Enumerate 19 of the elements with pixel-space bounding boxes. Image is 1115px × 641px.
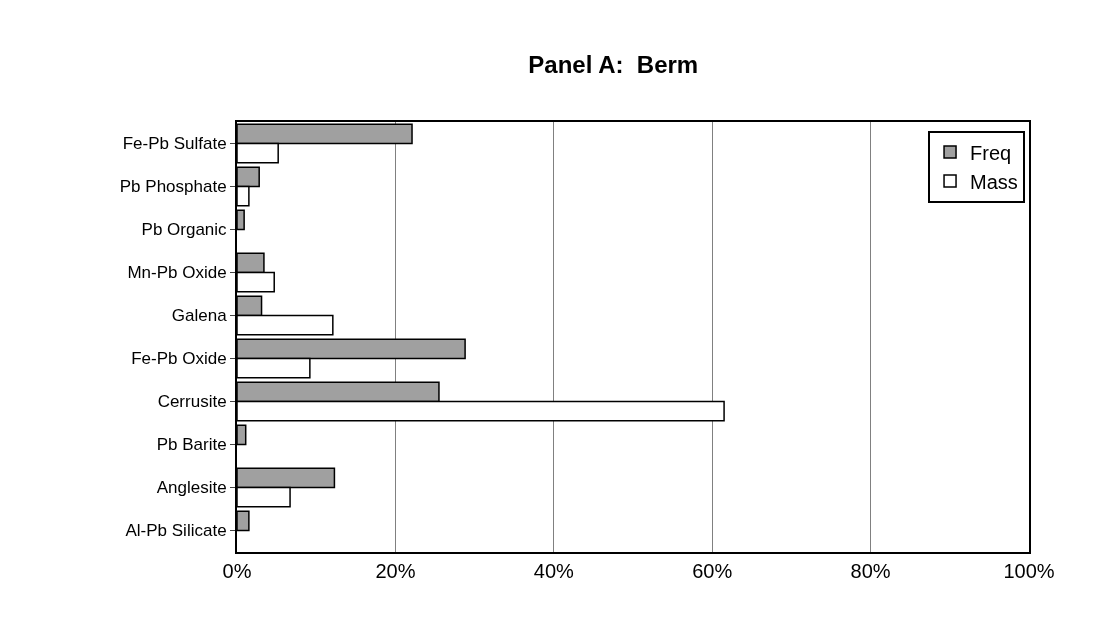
y-tick-label: Galena <box>171 306 228 326</box>
x-tick-label: 40% <box>533 560 575 582</box>
legend-label: Freq <box>970 141 1012 164</box>
x-tick-label: 20% <box>375 560 416 582</box>
x-tick-label: 0% <box>222 560 252 582</box>
y-tick-label: Anglesite <box>156 478 227 498</box>
y-tick-label: Fe-Pb Oxide <box>131 349 227 369</box>
y-tick-label: Pb Organic <box>141 220 228 240</box>
y-tick-label: Pb Phosphate <box>119 177 227 197</box>
y-tick-label: Cerrusite <box>157 392 227 412</box>
y-tick-label: Mn-Pb Oxide <box>127 263 227 283</box>
x-tick-label: 100% <box>1003 560 1055 582</box>
x-tick-label: 80% <box>850 560 891 582</box>
y-tick-label: Pb Barite <box>156 435 227 455</box>
chart-title: Panel A: Berm <box>528 50 699 78</box>
y-tick-label: Al-Pb Silicate <box>125 521 227 541</box>
y-tick-label: Fe-Pb Sulfate <box>122 134 227 154</box>
x-tick-label: 60% <box>692 560 733 582</box>
legend-label: Mass <box>970 170 1018 193</box>
